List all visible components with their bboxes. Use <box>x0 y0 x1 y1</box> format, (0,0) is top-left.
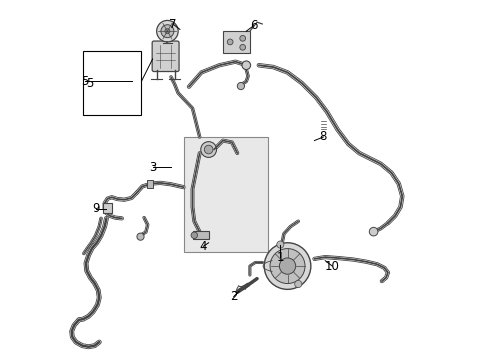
Text: 10: 10 <box>324 260 339 273</box>
Circle shape <box>242 61 250 69</box>
Text: 4: 4 <box>199 240 206 253</box>
Circle shape <box>201 141 216 157</box>
Text: 5: 5 <box>81 75 88 88</box>
Circle shape <box>239 44 245 50</box>
Text: 1: 1 <box>276 251 284 264</box>
Circle shape <box>137 233 144 240</box>
Text: 9: 9 <box>92 202 99 215</box>
Text: 6: 6 <box>249 19 257 32</box>
Circle shape <box>237 82 244 90</box>
Circle shape <box>161 25 174 38</box>
Circle shape <box>204 145 212 154</box>
Text: 3: 3 <box>149 161 157 174</box>
FancyBboxPatch shape <box>152 41 179 72</box>
Bar <box>147 180 153 188</box>
Circle shape <box>279 258 295 274</box>
Bar <box>223 31 249 53</box>
Circle shape <box>294 280 301 288</box>
Circle shape <box>227 39 233 45</box>
Text: 2: 2 <box>229 290 237 303</box>
Circle shape <box>156 21 178 42</box>
Circle shape <box>191 232 197 238</box>
Bar <box>192 231 208 239</box>
Circle shape <box>276 241 284 248</box>
Text: 5: 5 <box>86 77 93 90</box>
Circle shape <box>264 243 310 289</box>
Text: 7: 7 <box>169 18 176 31</box>
Bar <box>83 51 140 116</box>
Bar <box>103 203 112 213</box>
Circle shape <box>239 36 245 41</box>
Circle shape <box>164 29 169 34</box>
Circle shape <box>368 227 377 236</box>
Text: 8: 8 <box>319 130 326 144</box>
Bar <box>183 137 267 252</box>
Circle shape <box>269 249 305 284</box>
